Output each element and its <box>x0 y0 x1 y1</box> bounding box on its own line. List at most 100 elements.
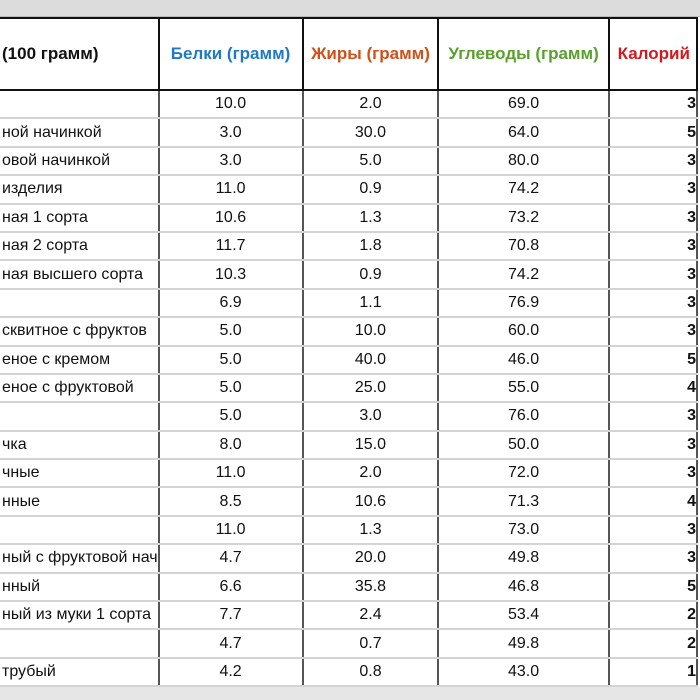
header-calories[interactable]: Калорий <box>607 17 699 91</box>
cell-carbs[interactable]: 46.8 <box>437 572 610 603</box>
cell-calories[interactable]: 3 <box>607 459 699 489</box>
cell-carbs[interactable]: 73.2 <box>437 203 610 233</box>
cell-fat[interactable]: 0.9 <box>301 260 440 290</box>
cell-carbs[interactable]: 70.8 <box>437 231 610 262</box>
cell-protein[interactable]: 11.0 <box>157 459 304 489</box>
cell-calories[interactable]: 3 <box>607 90 699 120</box>
cell-product[interactable] <box>0 515 160 546</box>
cell-fat[interactable]: 35.8 <box>301 572 440 603</box>
cell-protein[interactable]: 3.0 <box>157 118 304 148</box>
cell-carbs[interactable]: 49.8 <box>437 629 610 659</box>
cell-fat[interactable]: 2.0 <box>301 459 440 489</box>
cell-fat[interactable]: 0.7 <box>301 629 440 659</box>
cell-fat[interactable]: 1.8 <box>301 231 440 262</box>
cell-protein[interactable]: 5.0 <box>157 402 304 432</box>
cell-product[interactable]: ная 2 сорта <box>0 231 160 262</box>
cell-calories[interactable]: 3 <box>607 175 699 205</box>
cell-product[interactable] <box>0 402 160 432</box>
cell-carbs[interactable]: 55.0 <box>437 373 610 404</box>
cell-product[interactable] <box>0 629 160 659</box>
cell-calories[interactable]: 3 <box>607 231 699 262</box>
cell-carbs[interactable]: 73.0 <box>437 515 610 546</box>
cell-calories[interactable]: 2 <box>607 629 699 659</box>
cell-protein[interactable]: 5.0 <box>157 345 304 375</box>
cell-protein[interactable]: 7.7 <box>157 601 304 631</box>
cell-product[interactable]: овой начинкой <box>0 146 160 177</box>
cell-fat[interactable]: 0.9 <box>301 175 440 205</box>
cell-fat[interactable]: 20.0 <box>301 544 440 574</box>
cell-calories[interactable]: 3 <box>607 146 699 177</box>
cell-carbs[interactable]: 60.0 <box>437 317 610 347</box>
cell-calories[interactable]: 5 <box>607 345 699 375</box>
cell-product[interactable]: ной начинкой <box>0 118 160 148</box>
cell-product[interactable]: сквитное с фруктов <box>0 317 160 347</box>
header-carbs[interactable]: Углеводы (грамм) <box>437 17 610 91</box>
cell-carbs[interactable]: 80.0 <box>437 146 610 177</box>
cell-product[interactable]: ный с фруктовой нач <box>0 544 160 574</box>
cell-protein[interactable]: 10.0 <box>157 90 304 120</box>
cell-carbs[interactable]: 71.3 <box>437 487 610 517</box>
cell-protein[interactable]: 11.0 <box>157 515 304 546</box>
cell-carbs[interactable]: 53.4 <box>437 601 610 631</box>
cell-calories[interactable]: 3 <box>607 317 699 347</box>
cell-carbs[interactable]: 69.0 <box>437 90 610 120</box>
cell-carbs[interactable]: 43.0 <box>437 657 610 688</box>
cell-protein[interactable]: 6.9 <box>157 288 304 319</box>
cell-protein[interactable]: 5.0 <box>157 373 304 404</box>
cell-fat[interactable]: 25.0 <box>301 373 440 404</box>
cell-product[interactable] <box>0 90 160 120</box>
cell-calories[interactable]: 4 <box>607 487 699 517</box>
header-product[interactable]: (100 грамм) <box>0 17 160 91</box>
cell-carbs[interactable]: 76.0 <box>437 402 610 432</box>
cell-fat[interactable]: 3.0 <box>301 402 440 432</box>
cell-calories[interactable]: 3 <box>607 203 699 233</box>
cell-carbs[interactable]: 76.9 <box>437 288 610 319</box>
cell-calories[interactable]: 3 <box>607 288 699 319</box>
cell-carbs[interactable]: 74.2 <box>437 260 610 290</box>
cell-carbs[interactable]: 72.0 <box>437 459 610 489</box>
cell-carbs[interactable]: 50.0 <box>437 430 610 461</box>
header-protein[interactable]: Белки (грамм) <box>157 17 304 91</box>
cell-product[interactable]: ный из муки 1 сорта <box>0 601 160 631</box>
cell-product[interactable]: еное с кремом <box>0 345 160 375</box>
cell-calories[interactable]: 4 <box>607 373 699 404</box>
cell-carbs[interactable]: 46.0 <box>437 345 610 375</box>
cell-protein[interactable]: 11.0 <box>157 175 304 205</box>
cell-product[interactable]: чные <box>0 459 160 489</box>
cell-calories[interactable]: 1 <box>607 657 699 688</box>
cell-protein[interactable]: 11.7 <box>157 231 304 262</box>
cell-calories[interactable]: 5 <box>607 572 699 603</box>
cell-fat[interactable]: 30.0 <box>301 118 440 148</box>
cell-fat[interactable]: 10.6 <box>301 487 440 517</box>
cell-protein[interactable]: 8.5 <box>157 487 304 517</box>
cell-fat[interactable]: 1.3 <box>301 203 440 233</box>
cell-fat[interactable]: 2.4 <box>301 601 440 631</box>
cell-protein[interactable]: 10.6 <box>157 203 304 233</box>
cell-calories[interactable]: 3 <box>607 260 699 290</box>
cell-protein[interactable]: 8.0 <box>157 430 304 461</box>
cell-protein[interactable]: 10.3 <box>157 260 304 290</box>
cell-product[interactable] <box>0 288 160 319</box>
cell-fat[interactable]: 5.0 <box>301 146 440 177</box>
cell-protein[interactable]: 4.2 <box>157 657 304 688</box>
header-fat[interactable]: Жиры (грамм) <box>301 17 440 91</box>
cell-product[interactable]: ная 1 сорта <box>0 203 160 233</box>
cell-carbs[interactable]: 64.0 <box>437 118 610 148</box>
cell-fat[interactable]: 2.0 <box>301 90 440 120</box>
cell-fat[interactable]: 15.0 <box>301 430 440 461</box>
cell-calories[interactable]: 2 <box>607 601 699 631</box>
cell-protein[interactable]: 5.0 <box>157 317 304 347</box>
cell-product[interactable]: нные <box>0 487 160 517</box>
cell-fat[interactable]: 1.1 <box>301 288 440 319</box>
cell-product[interactable]: чка <box>0 430 160 461</box>
cell-protein[interactable]: 3.0 <box>157 146 304 177</box>
cell-protein[interactable]: 4.7 <box>157 629 304 659</box>
cell-calories[interactable]: 3 <box>607 430 699 461</box>
cell-calories[interactable]: 3 <box>607 544 699 574</box>
cell-product[interactable]: ная высшего сорта <box>0 260 160 290</box>
cell-fat[interactable]: 0.8 <box>301 657 440 688</box>
cell-carbs[interactable]: 74.2 <box>437 175 610 205</box>
cell-fat[interactable]: 40.0 <box>301 345 440 375</box>
cell-calories[interactable]: 5 <box>607 118 699 148</box>
cell-product[interactable]: нный <box>0 572 160 603</box>
